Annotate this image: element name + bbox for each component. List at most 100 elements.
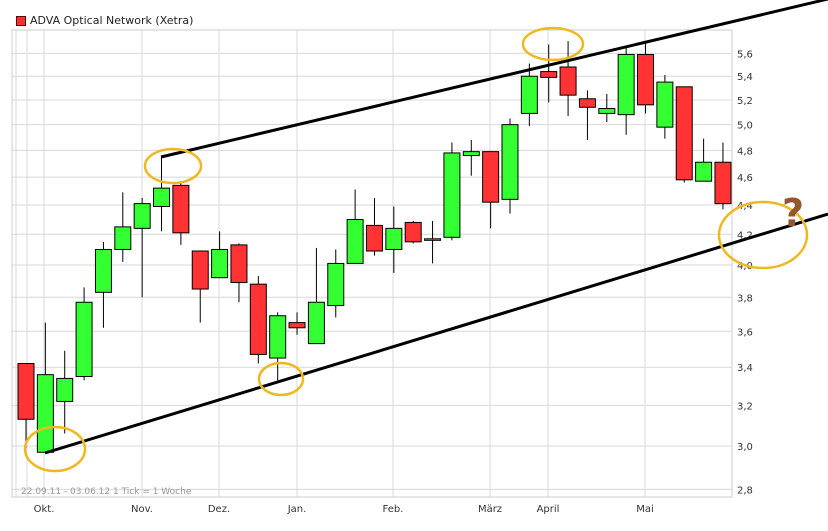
candle <box>36 322 54 453</box>
x-tick-label: Mai <box>636 504 654 515</box>
candle <box>617 45 635 135</box>
candle-body <box>211 248 229 279</box>
candle <box>365 197 383 256</box>
candle-body <box>540 71 558 78</box>
candle <box>404 220 422 244</box>
annotation-circle <box>143 147 203 185</box>
candle <box>94 241 112 328</box>
upper-trend-line <box>160 0 828 159</box>
candle <box>598 93 616 123</box>
candle-body <box>114 226 132 250</box>
candle <box>501 118 519 214</box>
candle <box>75 287 93 381</box>
y-tick-label: 3,8 <box>737 293 753 304</box>
question-mark-annotation: ? <box>782 191 804 235</box>
candle-body <box>307 301 325 345</box>
candle-body <box>443 152 461 238</box>
x-tick-label: März <box>478 504 502 515</box>
candle <box>191 250 209 323</box>
x-tick-label: Feb. <box>383 504 404 515</box>
candle-body <box>56 377 74 402</box>
candle-body <box>94 248 112 293</box>
y-tick-label: 3,4 <box>737 363 753 374</box>
candle <box>695 138 713 182</box>
candle-body <box>462 151 480 157</box>
annotation-circle <box>23 425 87 473</box>
candle-body <box>424 238 442 241</box>
y-tick-label: 5,4 <box>737 72 753 83</box>
candle <box>714 142 732 210</box>
x-tick-label: Jan. <box>287 504 307 515</box>
candle-body <box>578 98 596 108</box>
candle <box>443 142 461 241</box>
candle-body <box>520 75 538 114</box>
candle <box>675 86 693 183</box>
y-tick-label: 4,6 <box>737 173 753 184</box>
date-range-footnote: 22.09.11 - 03.06.12 1 Tick = 1 Woche <box>21 487 192 497</box>
candle <box>56 350 74 434</box>
lower-trend-line <box>44 212 828 455</box>
x-tick-label: Dez. <box>208 504 230 515</box>
y-tick-label: 4,8 <box>737 146 753 157</box>
candle <box>482 151 500 229</box>
y-tick-label: 3,2 <box>737 401 753 412</box>
chart-title: ADVA Optical Network (Xetra) <box>30 14 194 27</box>
candle <box>559 41 577 116</box>
candle-body <box>656 81 674 128</box>
annotation-circle <box>521 26 585 62</box>
candle <box>172 181 190 245</box>
candle <box>540 44 558 103</box>
candle-body <box>36 374 54 453</box>
candle <box>249 276 267 364</box>
candle <box>637 41 655 114</box>
candle <box>307 247 325 345</box>
candle-body <box>501 124 519 200</box>
candle-body <box>617 53 635 116</box>
candle <box>656 75 674 139</box>
candle <box>346 189 364 264</box>
candle <box>578 90 596 140</box>
candle-body <box>269 315 287 359</box>
y-tick-label: 3,6 <box>737 327 753 338</box>
candle-body <box>153 187 171 207</box>
candle <box>114 192 132 262</box>
candle-body <box>714 161 732 205</box>
candle-body <box>598 107 616 114</box>
candle <box>133 197 151 298</box>
candle-body <box>288 322 306 329</box>
candle-body <box>346 219 364 264</box>
annotation-circle <box>717 200 809 270</box>
candle <box>153 156 171 232</box>
candle-body <box>482 151 500 203</box>
candle <box>17 363 35 449</box>
candle-body <box>365 224 383 252</box>
y-tick-label: 5,0 <box>737 121 753 132</box>
candle-body <box>327 262 345 307</box>
candle <box>520 63 538 126</box>
y-tick-label: 4,4 <box>737 201 753 212</box>
candle-body <box>75 301 93 378</box>
annotation-circle <box>257 361 305 397</box>
x-tick-label: Nov. <box>131 504 153 515</box>
legend-swatch <box>16 15 26 26</box>
y-tick-label: 4,2 <box>737 230 753 241</box>
candle-body <box>695 161 713 182</box>
candle-body <box>637 53 655 106</box>
legend: ADVA Optical Network (Xetra) <box>16 14 193 27</box>
candle <box>327 249 345 318</box>
candle-body <box>230 244 248 284</box>
candle-body <box>17 363 35 420</box>
x-tick-label: Okt. <box>34 504 55 515</box>
y-tick-label: 5,6 <box>737 49 753 60</box>
candle-body <box>249 283 267 355</box>
candle <box>230 243 248 303</box>
candle <box>211 231 229 279</box>
y-tick-label: 5,2 <box>737 96 753 107</box>
candle-body <box>133 203 151 229</box>
candle-body <box>191 250 209 290</box>
candle-body <box>172 184 190 234</box>
candle <box>424 220 442 264</box>
candle <box>462 139 480 176</box>
candle <box>385 206 403 273</box>
